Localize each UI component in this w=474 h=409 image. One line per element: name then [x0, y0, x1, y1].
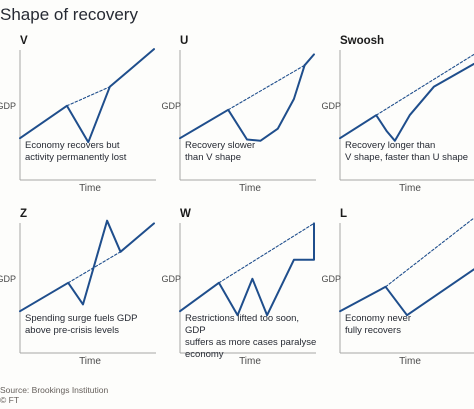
- x-axis-label: Time: [239, 183, 261, 194]
- trend-line: [218, 222, 315, 284]
- x-axis-label: Time: [239, 356, 261, 367]
- trend-line: [375, 53, 474, 116]
- y-axis-label: GDP: [0, 274, 16, 284]
- panel-plot: [339, 50, 474, 181]
- gdp-line: [179, 222, 315, 317]
- x-axis-label: Time: [79, 356, 101, 367]
- gdp-line: [19, 219, 155, 313]
- trend-line: [227, 64, 306, 111]
- panel-title: Z: [20, 208, 28, 220]
- x-axis-label: Time: [399, 356, 421, 367]
- panel-description: Economy never fully recovers: [345, 313, 412, 336]
- panel-plot: [19, 219, 156, 354]
- y-axis-label: GDP: [0, 101, 16, 111]
- credit-text: © FT: [0, 395, 20, 405]
- panel-plot: [179, 50, 316, 181]
- panel-plot: [179, 222, 316, 354]
- trend-line: [66, 86, 111, 107]
- gdp-line: [339, 268, 474, 317]
- panel-description: Economy recovers but activity permanently…: [25, 140, 127, 163]
- source-note: Source: Brookings Institution © FT: [0, 385, 108, 405]
- y-axis-label: GDP: [321, 274, 341, 284]
- panel-plot: [339, 217, 474, 354]
- panel-title: W: [180, 208, 191, 220]
- source-text: Source: Brookings Institution: [0, 385, 109, 395]
- panel-title: L: [340, 208, 348, 220]
- x-axis-label: Time: [399, 183, 421, 194]
- trend-line: [385, 217, 474, 288]
- panel-title: U: [180, 35, 189, 47]
- y-axis-label: GDP: [161, 274, 181, 284]
- y-axis-label: GDP: [161, 101, 181, 111]
- gdp-line: [303, 53, 315, 67]
- panel-title: V: [20, 35, 28, 47]
- chart-title: Shape of recovery: [0, 5, 138, 24]
- panel-description: Restrictions lifted too soon, GDP suffers…: [185, 313, 317, 360]
- panel-description: Spending surge fuels GDP above pre-crisis…: [25, 313, 138, 336]
- gdp-line: [179, 64, 306, 142]
- panel-w: W GDP Restrictions lifted too soon, GDP suf…: [160, 208, 320, 384]
- gdp-line: [19, 48, 155, 144]
- y-axis-label: GDP: [321, 101, 341, 111]
- panel-description: Recovery slower than V shape: [185, 140, 256, 163]
- trend-line: [67, 251, 122, 284]
- panel-description: Recovery longer than V shape, faster than…: [345, 140, 469, 163]
- panel-l: L GDP Economy never fully recovers Time: [320, 208, 474, 384]
- panel-title: Swoosh: [340, 35, 385, 47]
- x-axis-label: Time: [79, 183, 101, 194]
- panel-plot: [19, 48, 156, 181]
- panel-swoosh: Swoosh GDP Recovery longer than V shape, fa…: [320, 35, 474, 211]
- panel-u: U GDP Recovery slower than V shape Time: [160, 35, 320, 211]
- gdp-line: [339, 62, 474, 142]
